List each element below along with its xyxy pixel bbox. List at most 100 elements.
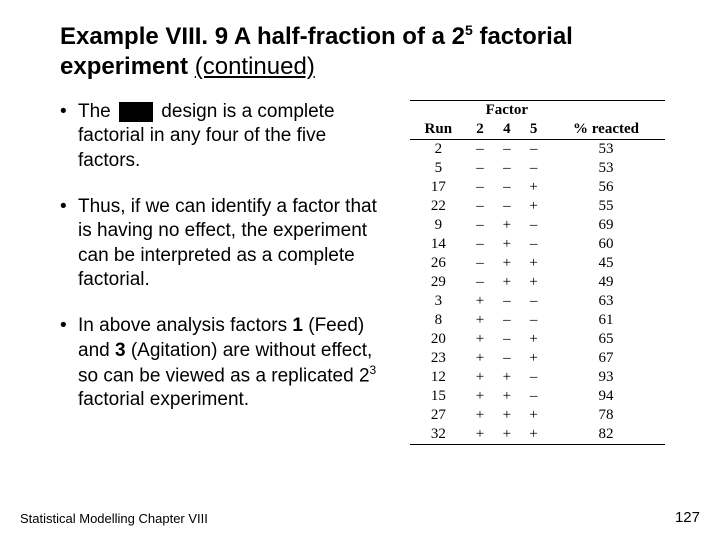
slide-title: Example VIII. 9 A half-fraction of a 25 … xyxy=(60,22,680,82)
bullet-1-text: The design is a complete factorial in an… xyxy=(78,100,392,173)
table-cell: – xyxy=(467,254,494,273)
th-4: 4 xyxy=(493,120,520,140)
table-cell: – xyxy=(520,140,547,160)
left-column: • The design is a complete factorial in … xyxy=(60,100,392,445)
title-pre: Example VIII. 9 A half-fraction of a 2 xyxy=(60,23,465,50)
table-cell: 56 xyxy=(547,178,665,197)
table-cell: + xyxy=(467,387,494,406)
table-cell: – xyxy=(493,330,520,349)
table-cell: 78 xyxy=(547,406,665,425)
th-2: 2 xyxy=(467,120,494,140)
table-cell: – xyxy=(467,197,494,216)
table-cell: 9 xyxy=(410,216,467,235)
table-cell: 65 xyxy=(547,330,665,349)
bullet-3: • In above analysis factors 1 (Feed) and… xyxy=(60,314,392,413)
table-row: 32+++82 xyxy=(410,425,665,445)
table-cell: 61 xyxy=(547,311,665,330)
table-cell: 49 xyxy=(547,273,665,292)
th-5: 5 xyxy=(520,120,547,140)
table-cell: – xyxy=(493,159,520,178)
table-cell: – xyxy=(520,159,547,178)
table-cell: 8 xyxy=(410,311,467,330)
table-cell: 93 xyxy=(547,368,665,387)
table-cell: + xyxy=(467,406,494,425)
table-cell: 5 xyxy=(410,159,467,178)
table-row: 12++–93 xyxy=(410,368,665,387)
table-cell: 60 xyxy=(547,235,665,254)
table-cell: – xyxy=(520,235,547,254)
table-cell: 32 xyxy=(410,425,467,445)
table-body: 2–––535–––5317––+5622––+559–+–6914–+–602… xyxy=(410,140,665,445)
table-row: 8+––61 xyxy=(410,311,665,330)
table-cell: – xyxy=(467,235,494,254)
table-cell: – xyxy=(520,292,547,311)
table-cell: 53 xyxy=(547,159,665,178)
table-cell: 63 xyxy=(547,292,665,311)
table-cell: 69 xyxy=(547,216,665,235)
th-pct: % reacted xyxy=(547,120,665,140)
bullet-2-text: Thus, if we can identify a factor that i… xyxy=(78,195,392,292)
table-cell: + xyxy=(493,406,520,425)
table-cell: 14 xyxy=(410,235,467,254)
th-blank xyxy=(410,101,467,121)
table-cell: 20 xyxy=(410,330,467,349)
data-table: Factor Run 2 4 5 % reacted 2–––535–––531… xyxy=(410,100,665,445)
footer-right: 127 xyxy=(675,509,700,526)
bullet-3-text: In above analysis factors 1 (Feed) and 3… xyxy=(78,314,392,413)
table-cell: 3 xyxy=(410,292,467,311)
title-sup: 5 xyxy=(465,22,473,38)
table-cell: + xyxy=(467,292,494,311)
table-cell: – xyxy=(467,178,494,197)
table-cell: 94 xyxy=(547,387,665,406)
th-blank2 xyxy=(547,101,665,121)
table-cell: + xyxy=(467,368,494,387)
table-cell: + xyxy=(493,387,520,406)
table-row: 5–––53 xyxy=(410,159,665,178)
table-cell: + xyxy=(467,311,494,330)
table-cell: – xyxy=(520,311,547,330)
table-cell: 22 xyxy=(410,197,467,216)
bullet-dot: • xyxy=(60,314,78,413)
b3d: 3 xyxy=(115,340,126,361)
table-row: 3+––63 xyxy=(410,292,665,311)
redacted-box xyxy=(119,102,153,122)
table-cell: + xyxy=(467,349,494,368)
table-cell: + xyxy=(493,368,520,387)
table-cell: 55 xyxy=(547,197,665,216)
table-cell: – xyxy=(493,178,520,197)
table-cell: + xyxy=(520,273,547,292)
b3f: factorial experiment. xyxy=(78,389,249,410)
table-head-row1: Factor xyxy=(410,101,665,121)
table-cell: 27 xyxy=(410,406,467,425)
table-cell: – xyxy=(467,216,494,235)
table-cell: 29 xyxy=(410,273,467,292)
table-cell: + xyxy=(520,178,547,197)
b3sup: 3 xyxy=(370,363,377,377)
table-row: 20+–+65 xyxy=(410,330,665,349)
table-row: 14–+–60 xyxy=(410,235,665,254)
table-cell: – xyxy=(520,216,547,235)
table-cell: – xyxy=(467,159,494,178)
table-cell: + xyxy=(493,235,520,254)
table-cell: 2 xyxy=(410,140,467,160)
table-cell: + xyxy=(520,425,547,445)
table-cell: 53 xyxy=(547,140,665,160)
table-cell: + xyxy=(493,273,520,292)
bullet-2: • Thus, if we can identify a factor that… xyxy=(60,195,392,292)
bullet-1: • The design is a complete factorial in … xyxy=(60,100,392,173)
table-cell: + xyxy=(520,349,547,368)
title-continued: (continued) xyxy=(195,53,315,80)
table-cell: 15 xyxy=(410,387,467,406)
table-head-row2: Run 2 4 5 % reacted xyxy=(410,120,665,140)
table-cell: + xyxy=(493,425,520,445)
table-cell: 45 xyxy=(547,254,665,273)
table-cell: – xyxy=(467,273,494,292)
table-cell: + xyxy=(493,216,520,235)
table-cell: + xyxy=(520,254,547,273)
table-row: 23+–+67 xyxy=(410,349,665,368)
bullet-dot: • xyxy=(60,100,78,173)
table-cell: + xyxy=(467,330,494,349)
table-cell: + xyxy=(520,330,547,349)
table-cell: + xyxy=(520,197,547,216)
table-cell: + xyxy=(520,406,547,425)
